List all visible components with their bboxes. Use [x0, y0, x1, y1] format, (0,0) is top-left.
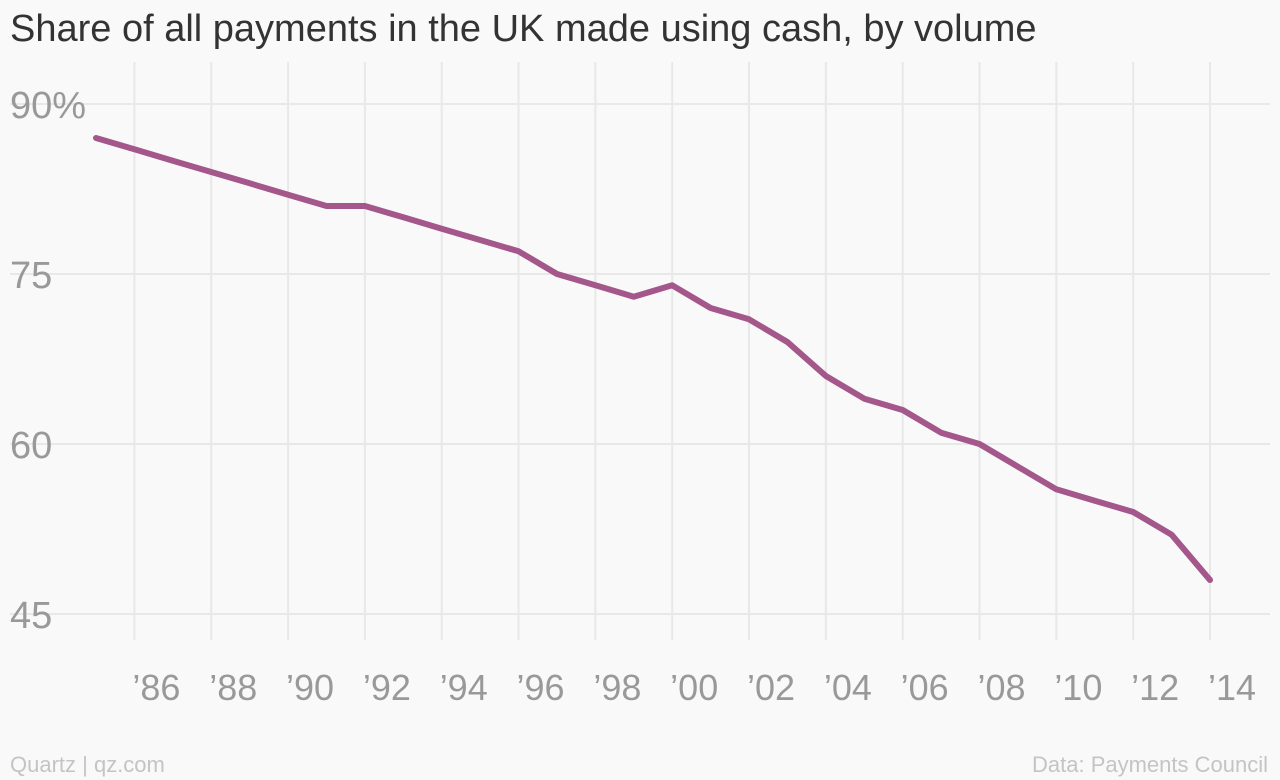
x-tick-label: ’90 [286, 667, 334, 708]
y-tick-label: 75 [10, 255, 52, 297]
x-tick-label: ’86 [132, 667, 180, 708]
x-tick-label: ’06 [901, 667, 949, 708]
x-tick-label: ’88 [209, 667, 257, 708]
data-source: Data: Payments Council [1032, 752, 1268, 777]
y-tick-label: 60 [10, 425, 52, 467]
x-gridlines [133, 62, 1211, 640]
y-gridlines [10, 103, 1270, 615]
x-tick-label: ’92 [363, 667, 411, 708]
series-group [93, 135, 1213, 583]
x-tick-label: ’96 [517, 667, 565, 708]
chart-title: Share of all payments in the UK made usi… [10, 8, 1037, 50]
x-tick-label: ’04 [824, 667, 872, 708]
x-tick-labels: ’86 ’88 ’90 ’92 ’94 ’96 ’98 ’00 ’02 ’04 ’06 ’08 ’10 ’… [132, 667, 1256, 708]
x-tick-label: ’02 [747, 667, 795, 708]
x-tick-label: ’10 [1054, 667, 1102, 708]
y-tick-labels: 90% 75 60 45 [10, 85, 86, 637]
y-tick-label: 90% [10, 85, 86, 127]
x-tick-label: ’98 [593, 667, 641, 708]
source-credit: Quartz | qz.com [10, 752, 165, 777]
series-line [93, 135, 1213, 583]
x-tick-label: ’08 [977, 667, 1025, 708]
y-tick-label: 45 [10, 595, 52, 637]
x-tick-label: ’12 [1131, 667, 1179, 708]
x-tick-label: ’00 [670, 667, 718, 708]
x-tick-label: ’14 [1208, 667, 1256, 708]
x-tick-label: ’94 [440, 667, 488, 708]
